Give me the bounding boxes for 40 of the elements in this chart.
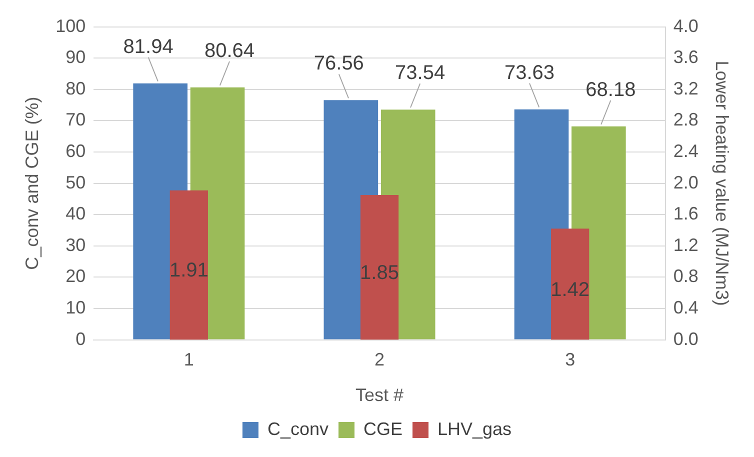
legend-label: CGE <box>363 418 403 439</box>
y-axis-title: C_conv and CGE (%) <box>22 96 42 270</box>
x-tick-label: 1 <box>184 350 194 370</box>
data-label: 1.85 <box>360 262 399 284</box>
y-tick-label: 0 <box>76 328 86 349</box>
y-tick-label: 30 <box>66 234 86 255</box>
data-label: 1.91 <box>169 260 208 282</box>
y-tick-label: 40 <box>66 204 86 224</box>
data-label: 73.54 <box>395 62 446 84</box>
y2-tick-label: 3.6 <box>673 47 698 68</box>
data-label: 1.42 <box>550 278 590 301</box>
y2-tick-label: 0.0 <box>673 328 698 349</box>
y2-tick-label: 3.2 <box>673 78 698 98</box>
legend-label: C_conv <box>267 418 328 439</box>
y2-tick-label: 1.6 <box>673 204 698 224</box>
data-label: 81.94 <box>123 36 174 58</box>
y-tick-label: 70 <box>66 110 86 130</box>
x-tick-label: 2 <box>374 350 385 370</box>
y-tick-label: 90 <box>66 47 86 68</box>
y2-tick-label: 0.8 <box>673 266 698 286</box>
data-label: 73.63 <box>504 62 555 84</box>
y2-tick-label: 2.0 <box>673 172 698 192</box>
y2-tick-label: 0.4 <box>673 297 698 318</box>
y-tick-label: 60 <box>66 140 86 161</box>
x-tick-label: 3 <box>565 350 576 370</box>
data-label: 68.18 <box>586 78 636 101</box>
y2-tick-label: 2.8 <box>673 110 698 130</box>
y-tick-label: 20 <box>66 266 86 286</box>
legend-label: LHV_gas <box>437 418 512 439</box>
y2-tick-label: 4.0 <box>673 16 698 36</box>
data-label: 76.56 <box>314 52 364 75</box>
y-tick-label: 50 <box>66 172 86 192</box>
data-label: 80.64 <box>204 40 255 62</box>
y2-tick-label: 2.4 <box>673 140 698 161</box>
y2-tick-label: 1.2 <box>673 234 698 255</box>
y-tick-label: 10 <box>66 297 86 318</box>
x-axis-title: Test # <box>355 385 404 406</box>
y-tick-label: 100 <box>56 16 86 36</box>
y-tick-label: 80 <box>66 78 86 98</box>
y2-axis-title: Lower heating value (MJ/Nm3) <box>712 60 732 306</box>
